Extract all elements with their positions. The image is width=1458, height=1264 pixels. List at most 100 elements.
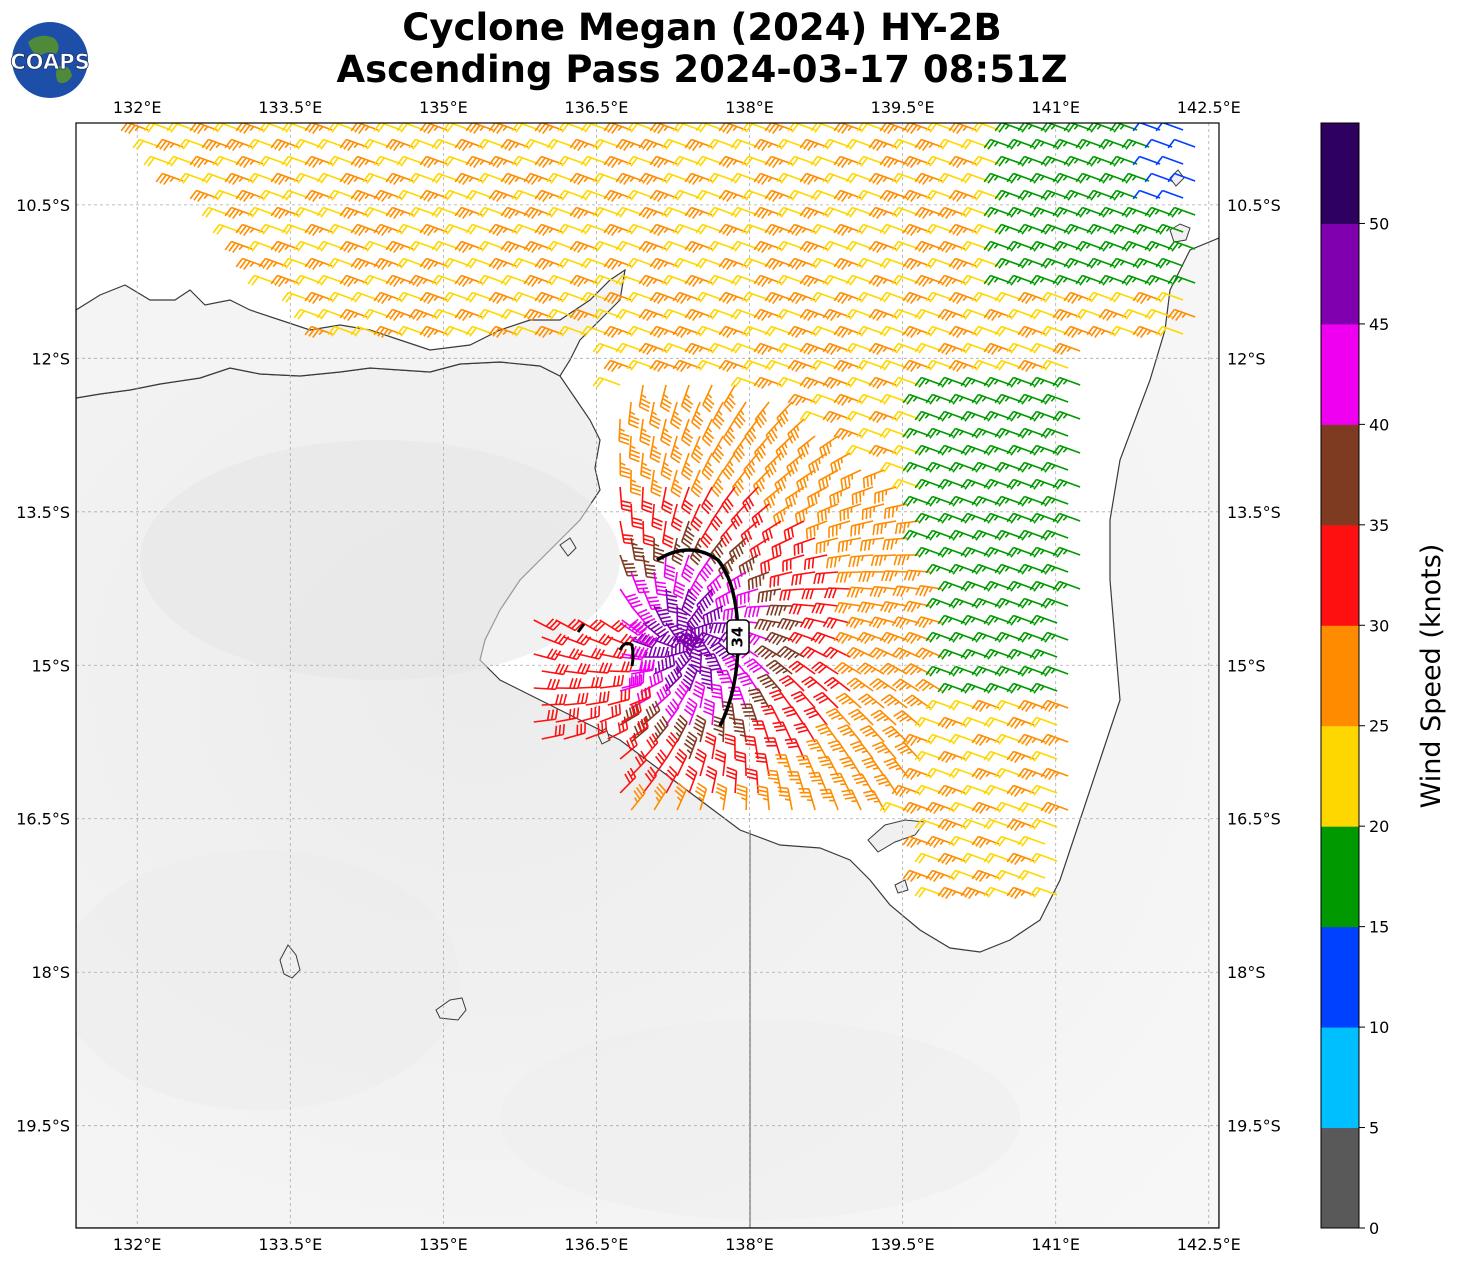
wind-barb bbox=[1052, 444, 1081, 456]
wind-barb bbox=[619, 621, 647, 636]
wind-barb bbox=[971, 495, 1000, 507]
wind-barb bbox=[546, 172, 575, 184]
wind-barb bbox=[817, 755, 839, 777]
wind-barb bbox=[293, 274, 322, 286]
wind-barb bbox=[799, 240, 828, 254]
wind-barb bbox=[1006, 444, 1035, 456]
wind-barb bbox=[293, 308, 322, 320]
colorbar-tick-label: 5 bbox=[1369, 1119, 1379, 1138]
wind-barb bbox=[1040, 597, 1069, 609]
wind-barb bbox=[385, 308, 414, 322]
wind-barb bbox=[764, 155, 793, 169]
wind-barb bbox=[1040, 529, 1069, 541]
wind-barb bbox=[902, 631, 931, 645]
wind-barb bbox=[994, 495, 1023, 507]
wind-barb bbox=[1006, 784, 1035, 798]
wind-barb bbox=[764, 257, 793, 271]
wind-barb bbox=[442, 123, 471, 133]
wind-barb bbox=[258, 223, 287, 235]
coaps-logo-icon: COAPS bbox=[10, 22, 90, 98]
wind-barb bbox=[841, 789, 862, 811]
wind-barb bbox=[555, 618, 584, 632]
wind-barb bbox=[523, 240, 552, 254]
radius-label: 34 bbox=[729, 627, 747, 648]
wind-barb bbox=[730, 342, 759, 354]
wind-barb bbox=[743, 605, 770, 618]
wind-barb bbox=[851, 486, 874, 505]
wind-barb bbox=[563, 662, 591, 675]
wind-barb bbox=[235, 257, 264, 271]
wind-barb bbox=[851, 773, 874, 794]
wind-barb bbox=[880, 693, 908, 709]
wind-barb bbox=[856, 393, 885, 405]
wind-barb bbox=[803, 554, 828, 570]
wind-barb bbox=[983, 240, 1012, 252]
wind-barb bbox=[757, 588, 782, 603]
wind-barb bbox=[730, 376, 759, 388]
wind-barb bbox=[730, 503, 747, 530]
wind-barb bbox=[316, 308, 345, 320]
wind-barb bbox=[706, 571, 724, 597]
wind-barb bbox=[994, 767, 1023, 779]
wind-barb bbox=[764, 291, 793, 305]
wind-barb bbox=[1029, 240, 1058, 252]
wind-barb bbox=[651, 503, 663, 531]
wind-barb bbox=[680, 520, 695, 549]
wind-barb bbox=[143, 155, 172, 167]
wind-barb bbox=[960, 546, 989, 558]
wind-barb bbox=[925, 767, 954, 779]
colorbar-tick-label: 10 bbox=[1369, 1018, 1389, 1037]
wind-barb bbox=[850, 520, 874, 537]
wind-barb bbox=[1075, 206, 1104, 218]
wind-barb bbox=[817, 503, 839, 523]
wind-barb bbox=[937, 138, 966, 150]
wind-barb bbox=[960, 138, 989, 150]
wind-barb bbox=[1144, 206, 1173, 218]
wind-barb bbox=[960, 376, 989, 388]
wind-barb bbox=[971, 767, 1000, 781]
wind-barb bbox=[960, 784, 989, 796]
wind-barb bbox=[327, 189, 356, 201]
wind-barb bbox=[834, 601, 862, 614]
wind-barb bbox=[1052, 172, 1081, 184]
wind-barb bbox=[971, 665, 1000, 677]
wind-barb bbox=[1040, 189, 1069, 201]
wind-barb bbox=[937, 648, 966, 660]
wind-barb bbox=[488, 123, 517, 135]
wind-barb bbox=[1075, 240, 1104, 252]
wind-barb bbox=[845, 376, 874, 388]
wind-barb bbox=[653, 571, 668, 597]
wind-barb bbox=[891, 784, 920, 798]
wind-barb bbox=[790, 690, 816, 709]
wind-barb bbox=[948, 461, 977, 473]
wind-barb bbox=[712, 401, 725, 430]
wind-barb bbox=[983, 580, 1012, 592]
wind-barb bbox=[488, 325, 517, 339]
wind-barb bbox=[500, 206, 529, 220]
wind-barb bbox=[563, 692, 589, 706]
wind-barb bbox=[1017, 529, 1046, 541]
wind-barb bbox=[1006, 818, 1035, 832]
wind-barb bbox=[664, 665, 683, 692]
wind-barb bbox=[270, 274, 299, 288]
wind-barb bbox=[1040, 291, 1069, 303]
wind-barb bbox=[856, 189, 885, 201]
wind-barb bbox=[1040, 733, 1069, 747]
wind-barb bbox=[431, 274, 460, 286]
wind-barb bbox=[350, 189, 379, 203]
wind-barb bbox=[577, 619, 605, 632]
wind-barb bbox=[621, 701, 642, 723]
wind-barb bbox=[828, 520, 851, 538]
wind-barb bbox=[971, 257, 1000, 269]
wind-barb bbox=[891, 410, 920, 422]
island bbox=[559, 537, 577, 557]
wind-barb bbox=[672, 155, 701, 167]
wind-barb bbox=[879, 155, 908, 169]
wind-barb bbox=[751, 503, 770, 529]
wind-barb bbox=[615, 240, 644, 252]
wind-barb bbox=[879, 427, 908, 439]
wind-barb bbox=[787, 189, 816, 201]
wind-barb bbox=[1109, 189, 1138, 201]
wind-barb bbox=[971, 835, 1000, 849]
wind-barb bbox=[721, 486, 736, 514]
